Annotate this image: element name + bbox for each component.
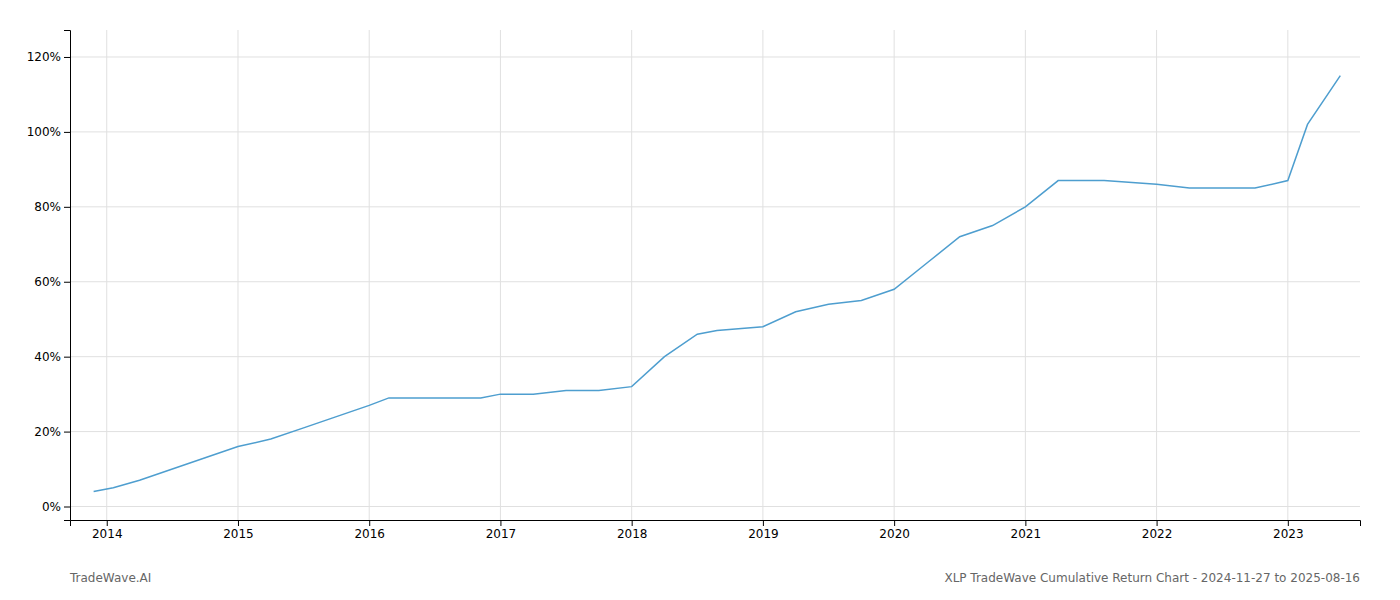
tick-label: 2022 [1142,527,1173,541]
grid-line [70,506,1360,507]
grid-line [1025,30,1026,520]
tick-mark [500,520,501,526]
x-axis: 2014 2015 2016 2017 2018 2019 2020 2021 2022 2023 [71,520,1361,541]
tick: 2021 [1011,520,1042,541]
tick-label: 2018 [617,527,648,541]
axis-line [71,521,1361,527]
tick-label: 2014 [92,527,123,541]
tick-label: 2016 [354,527,385,541]
grid-line [1156,30,1157,520]
annotation: TradeWave.AI [69,571,151,585]
title: XLP TradeWave Cumulative Return Chart - … [944,571,1360,585]
grid [70,30,1360,520]
tick: 2022 [1142,520,1173,541]
tick-mark [1288,520,1289,526]
tick-mark [1157,520,1158,526]
tick-label: 2015 [223,527,254,541]
tick: 40% [34,350,70,364]
tick-mark [64,57,70,58]
tick: 2019 [748,520,779,541]
tick-mark [64,507,70,508]
tick-mark [369,520,370,526]
tick-label: 80% [34,200,61,214]
tick-label: 2023 [1273,527,1304,541]
tick: 2023 [1273,520,1304,541]
grid-line [369,30,370,520]
grid-line [70,281,1360,282]
tick-mark [238,520,239,526]
tick: 60% [34,275,70,289]
tick: 100% [27,125,70,139]
tick: 120% [27,50,70,64]
grid-line [70,206,1360,207]
tick-label: 2021 [1011,527,1042,541]
tick-mark [894,520,895,526]
tick-mark [632,520,633,526]
grid-line [1287,30,1288,520]
tick: 2015 [223,520,254,541]
tick-label: 2019 [748,527,779,541]
tick-mark [64,432,70,433]
line [94,76,1341,492]
tick: 2020 [879,520,910,541]
tick-mark [64,207,70,208]
tick-label: 60% [34,275,61,289]
grid-line [500,30,501,520]
marks [94,76,1341,492]
chart: 2014 2015 2016 2017 2018 2019 2020 2021 2022 2023… [0,0,1400,600]
grid-line [631,30,632,520]
tick-label: 0% [42,500,61,514]
tick-mark [64,357,70,358]
tick-mark [64,282,70,283]
tick: 0% [42,500,70,514]
tick: 2018 [617,520,648,541]
grid-line [70,56,1360,57]
tick-mark [64,132,70,133]
plot-area: 2014 2015 2016 2017 2018 2019 2020 2021 2022 2023… [27,30,1361,541]
axis-line [64,31,71,521]
tick: 80% [34,200,70,214]
grid-line [762,30,763,520]
tick: 2014 [92,520,123,541]
grid-line [70,431,1360,432]
tick-label: 2017 [486,527,517,541]
tick-label: 20% [34,425,61,439]
tick-label: 120% [27,50,61,64]
grid-line [894,30,895,520]
y-axis: 0% 20% 40% 60% 80% 100% 120% [27,31,71,521]
tick: 20% [34,425,70,439]
tick-mark [763,520,764,526]
tick-label: 2020 [879,527,910,541]
tick: 2016 [354,520,385,541]
tick-label: 100% [27,125,61,139]
grid-line [70,131,1360,132]
grid-line [70,356,1360,357]
tick-mark [1025,520,1026,526]
grid-line [106,30,107,520]
tick-mark [107,520,108,526]
tick-label: 40% [34,350,61,364]
tick: 2017 [486,520,517,541]
